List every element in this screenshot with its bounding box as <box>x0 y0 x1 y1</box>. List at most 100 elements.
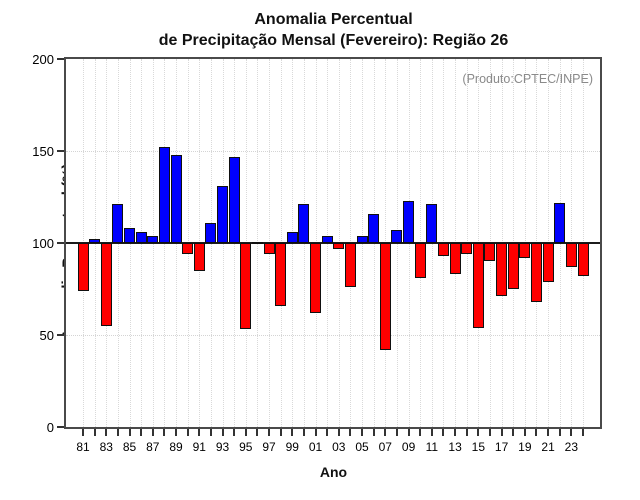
xtick-07 <box>384 429 387 436</box>
ytick-150 <box>57 150 64 152</box>
ytick-0 <box>57 426 64 428</box>
ytick-label-200: 200 <box>32 52 54 67</box>
xtick-93 <box>221 429 224 436</box>
chart-title-line2: de Precipitação Mensal (Fevereiro): Regi… <box>158 32 509 49</box>
bar-19 <box>519 243 531 258</box>
xtick-label-89: 89 <box>169 440 183 454</box>
xtick-label-87: 87 <box>146 440 160 454</box>
xtick-87 <box>151 429 154 436</box>
bar-01 <box>310 243 322 313</box>
bar-87 <box>147 235 159 243</box>
bar-04 <box>344 243 356 288</box>
bar-11 <box>426 204 438 243</box>
plot-area: (Produto:CPTEC/INPE) <box>64 57 602 429</box>
xtick-03 <box>337 429 340 436</box>
xtick-12 <box>442 429 445 436</box>
xtick-24 <box>582 429 584 436</box>
bar-02 <box>321 235 333 243</box>
xtick-83 <box>105 429 108 436</box>
xtick-21 <box>547 429 550 436</box>
ytick-50 <box>57 334 64 336</box>
bar-82 <box>89 239 101 243</box>
xtick-label-05: 05 <box>355 440 369 454</box>
bar-00 <box>298 204 310 243</box>
bar-05 <box>356 235 368 243</box>
xtick-95 <box>244 429 247 436</box>
xtick-00 <box>302 429 305 436</box>
hgrid-150 <box>66 151 600 152</box>
bar-14 <box>461 243 473 255</box>
ytick-100 <box>57 242 64 244</box>
xtick-01 <box>314 429 317 436</box>
xtick-11 <box>430 429 433 436</box>
xtick-18 <box>512 429 515 436</box>
ytick-label-0: 0 <box>46 420 54 435</box>
xtick-05 <box>361 429 364 436</box>
xtick-88 <box>163 429 166 436</box>
xtick-91 <box>198 429 201 436</box>
xtick-label-21: 21 <box>541 440 555 454</box>
xtick-98 <box>279 429 282 436</box>
xtick-08 <box>395 429 398 436</box>
plot-inner <box>66 59 600 427</box>
source-annotation: (Produto:CPTEC/INPE) <box>462 72 593 86</box>
bar-88 <box>158 147 170 243</box>
bar-86 <box>135 231 147 243</box>
bar-94 <box>228 156 240 243</box>
xtick-06 <box>372 429 375 436</box>
bar-24 <box>577 243 589 277</box>
bar-23 <box>565 243 577 267</box>
xtick-label-15: 15 <box>471 440 486 454</box>
xtick-85 <box>128 429 131 436</box>
bar-98 <box>275 243 287 306</box>
xtick-81 <box>82 429 84 436</box>
xtick-02 <box>326 429 329 436</box>
ytick-label-150: 150 <box>32 144 54 159</box>
xtick-96 <box>256 429 259 436</box>
xtick-label-83: 83 <box>99 440 113 454</box>
xtick-94 <box>233 429 236 436</box>
xtick-22 <box>558 429 561 436</box>
xtick-15 <box>477 429 480 436</box>
xtick-label-07: 07 <box>378 440 392 454</box>
xtick-89 <box>175 429 178 436</box>
bar-84 <box>112 204 124 243</box>
bar-89 <box>170 154 182 243</box>
bar-15 <box>472 243 484 328</box>
bar-81 <box>77 243 89 291</box>
xtick-label-91: 91 <box>192 440 206 454</box>
xtick-label-99: 99 <box>285 440 299 454</box>
bar-21 <box>542 243 554 282</box>
chart-title: Anomalia Percentual de Precipitação Mens… <box>65 9 602 51</box>
bar-09 <box>403 200 415 243</box>
xtick-label-19: 19 <box>518 440 532 454</box>
bar-03 <box>333 243 345 249</box>
x-axis-label: Ano <box>319 464 348 480</box>
ytick-label-100: 100 <box>32 236 54 251</box>
bar-92 <box>205 222 217 243</box>
bar-10 <box>414 243 426 278</box>
bar-95 <box>240 243 252 330</box>
xtick-label-85: 85 <box>122 440 137 454</box>
xtick-label-09: 09 <box>401 440 416 454</box>
hgrid-50 <box>66 335 600 336</box>
xtick-99 <box>291 429 294 436</box>
xtick-label-11: 11 <box>425 440 439 454</box>
xtick-04 <box>349 429 352 436</box>
xtick-17 <box>500 429 503 436</box>
bar-91 <box>193 243 205 271</box>
bar-93 <box>217 185 229 243</box>
xtick-86 <box>140 429 143 436</box>
xtick-label-95: 95 <box>239 440 253 454</box>
bar-85 <box>124 228 135 243</box>
chart-title-line1: Anomalia Percentual <box>254 11 413 28</box>
xtick-label-97: 97 <box>262 440 276 454</box>
xtick-10 <box>419 429 422 436</box>
xtick-label-93: 93 <box>215 440 230 454</box>
xtick-13 <box>454 429 457 436</box>
bar-17 <box>496 243 508 297</box>
bar-90 <box>182 243 194 255</box>
xtick-label-17: 17 <box>494 440 509 454</box>
xtick-16 <box>488 429 491 436</box>
xtick-82 <box>93 429 96 436</box>
